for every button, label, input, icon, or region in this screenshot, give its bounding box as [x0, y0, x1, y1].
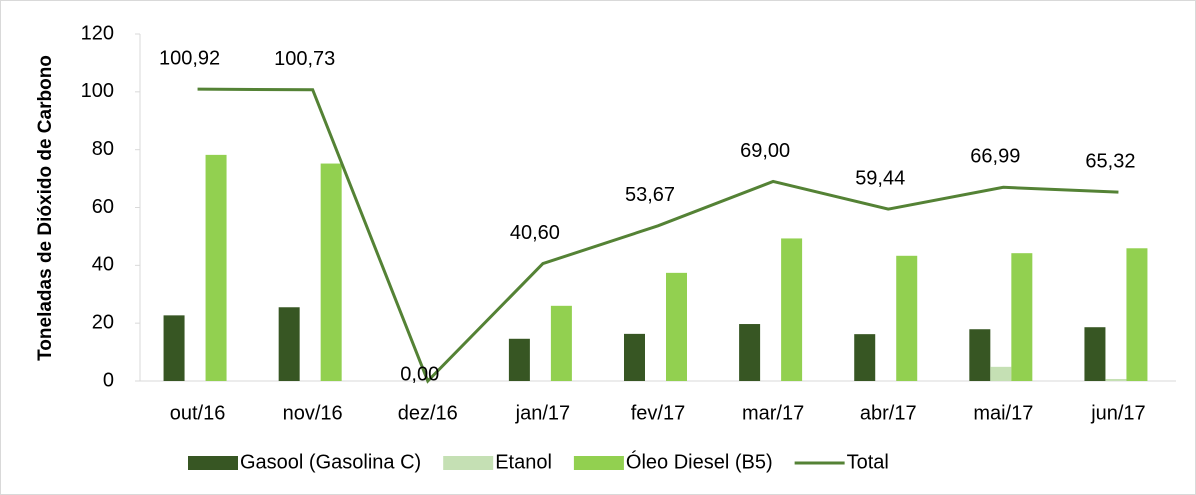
legend-label: Gasool (Gasolina C)	[240, 451, 421, 473]
x-tick-label: mai/17	[973, 402, 1033, 424]
bar	[550, 305, 572, 381]
bar	[666, 272, 687, 381]
bar	[320, 163, 342, 381]
y-tick-label: 40	[92, 254, 114, 276]
legend-label: Total	[847, 451, 889, 473]
y-axis-title: Toneladas de Dióxido de Carbono	[35, 55, 56, 361]
x-tick-label: jan/17	[515, 402, 571, 424]
bar	[205, 154, 227, 381]
data-label: 53,67	[625, 184, 675, 206]
legend-label: Etanol	[495, 451, 552, 473]
line	[197, 87, 1119, 384]
y-tick-label: 0	[103, 369, 114, 391]
bar	[624, 333, 645, 381]
data-label: 59,44	[855, 167, 905, 189]
bar	[1011, 253, 1033, 381]
data-label: 40,60	[510, 222, 560, 244]
bar	[278, 307, 300, 381]
bar	[508, 338, 530, 381]
bar	[163, 315, 185, 381]
bar	[896, 255, 918, 381]
x-tick-label: fev/17	[631, 402, 685, 424]
y-tick-label: 20	[92, 311, 114, 333]
bar	[1084, 327, 1106, 381]
data-label: 100,92	[159, 47, 220, 69]
bar	[854, 334, 876, 381]
data-label: 65,32	[1085, 150, 1135, 172]
x-tick-label: out/16	[170, 402, 226, 424]
x-tick-label: jun/17	[1090, 402, 1146, 424]
x-tick-label: abr/17	[860, 402, 917, 424]
legend-label: Óleo Diesel (B5)	[626, 450, 773, 473]
bar	[990, 366, 1012, 381]
legend-swatch	[573, 456, 624, 470]
data-label: 66,99	[970, 146, 1020, 168]
data-label: 0,00	[400, 363, 439, 385]
bar	[781, 238, 803, 381]
x-tick-label: dez/16	[398, 402, 458, 424]
bar	[1126, 248, 1148, 381]
bar	[739, 324, 761, 381]
data-label: 100,73	[274, 48, 335, 70]
legend-swatch	[188, 456, 238, 470]
y-tick-label: 100	[81, 80, 114, 102]
y-tick-label: 120	[81, 22, 114, 44]
legend-swatch	[443, 456, 494, 470]
x-tick-label: mar/17	[742, 402, 804, 424]
data-label: 69,00	[740, 140, 790, 162]
x-tick-label: nov/16	[283, 402, 343, 424]
y-tick-label: 60	[92, 196, 114, 218]
bar	[1105, 378, 1127, 381]
y-tick-label: 80	[92, 138, 114, 160]
bar	[969, 329, 991, 381]
